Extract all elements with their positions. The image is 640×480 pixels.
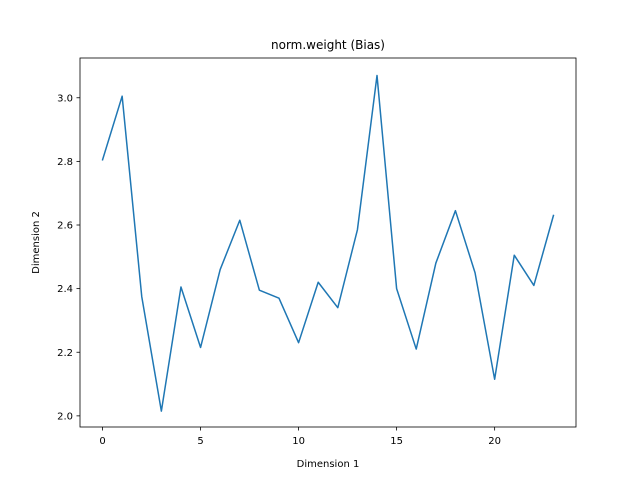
y-tick-label-2.8: 2.8 — [57, 157, 73, 168]
x-axis-label: Dimension 1 — [297, 459, 360, 470]
series-line-0 — [101, 74, 555, 412]
x-tick-label-15: 15 — [390, 436, 403, 447]
axes-frame — [79, 57, 577, 428]
y-tick-label-3.0: 3.0 — [57, 93, 73, 104]
y-tick-label-2.6: 2.6 — [57, 221, 73, 232]
x-tick-label-0: 0 — [99, 436, 105, 447]
axis-ticks: 0 5 10 15 20 2.0 2.2 2.4 2.6 2.8 3.0 — [57, 93, 501, 447]
x-tick-label-20: 20 — [488, 436, 501, 447]
y-tick-label-2.4: 2.4 — [57, 284, 73, 295]
plot-area — [101, 74, 555, 412]
y-tick-label-2.2: 2.2 — [57, 348, 73, 359]
chart-title: norm.weight (Bias) — [271, 38, 385, 52]
y-tick-label-2.0: 2.0 — [57, 411, 73, 422]
x-tick-label-5: 5 — [197, 436, 203, 447]
y-axis-label: Dimension 2 — [31, 211, 42, 274]
x-tick-label-10: 10 — [292, 436, 305, 447]
